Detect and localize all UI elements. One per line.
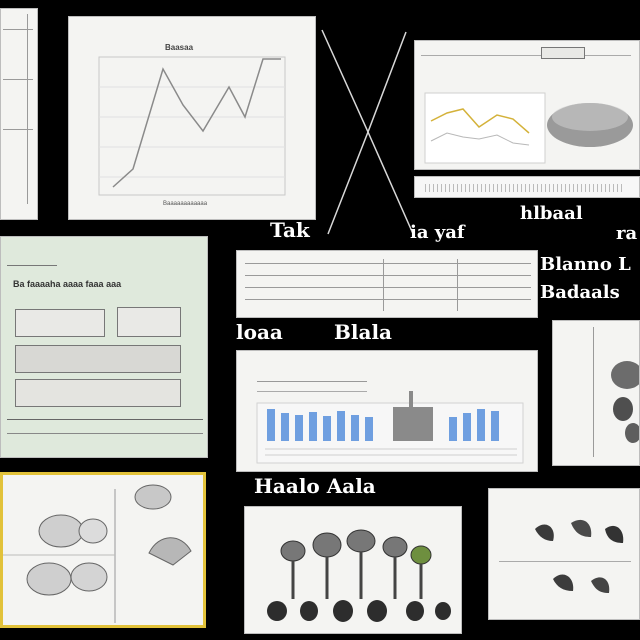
specimen-graphic [611,361,639,443]
line-chart-title: Baasaa [165,43,194,52]
sketch-graphic [3,484,192,623]
bar-chart-graphic [256,391,524,464]
mid-left-caption: loaa [236,320,283,344]
bottom-right-leaf-panel [488,488,640,620]
line-chart-graphic [98,56,286,196]
bar-chart-panel [236,350,538,472]
left-bottom-sketch-panel [0,472,206,628]
line-chart-footer: Baaaaaaaaaaaa [163,201,208,207]
top-right-chart-panel [414,40,640,170]
top-right-caption-1: hlbaal [520,203,583,224]
green-panel-heading: Ba faaaaha aaaa faaa aaa [13,279,122,289]
left-green-panel: Ba faaaaha aaaa faaa aaa [0,236,208,458]
leaf-graphic [535,519,624,593]
right-stripe-panel [414,176,640,198]
top-left-caption: Tak [270,218,310,242]
right-mid-caption-2: Badaals [540,282,620,303]
middle-table-panel [236,250,538,318]
right-specimen-panel [552,320,640,466]
right-mid-caption-1: Blanno L [540,254,631,275]
top-right-header-box [541,47,585,59]
top-left-partial-panel [0,8,38,220]
bottom-center-specimen-panel [244,506,462,634]
bottom-center-caption: Haalo Aala [254,474,376,498]
tree-specimen-graphic [267,529,451,622]
cross-line-graphic [321,29,415,237]
top-right-line-graphic [424,92,633,164]
mid-center-caption: Blala [334,320,393,344]
top-mid-caption: ia yaf [410,222,465,243]
top-right-caption-2: ra [616,223,638,244]
line-chart-panel: Baasaa Baaaaaaaaaaaa [68,16,316,220]
